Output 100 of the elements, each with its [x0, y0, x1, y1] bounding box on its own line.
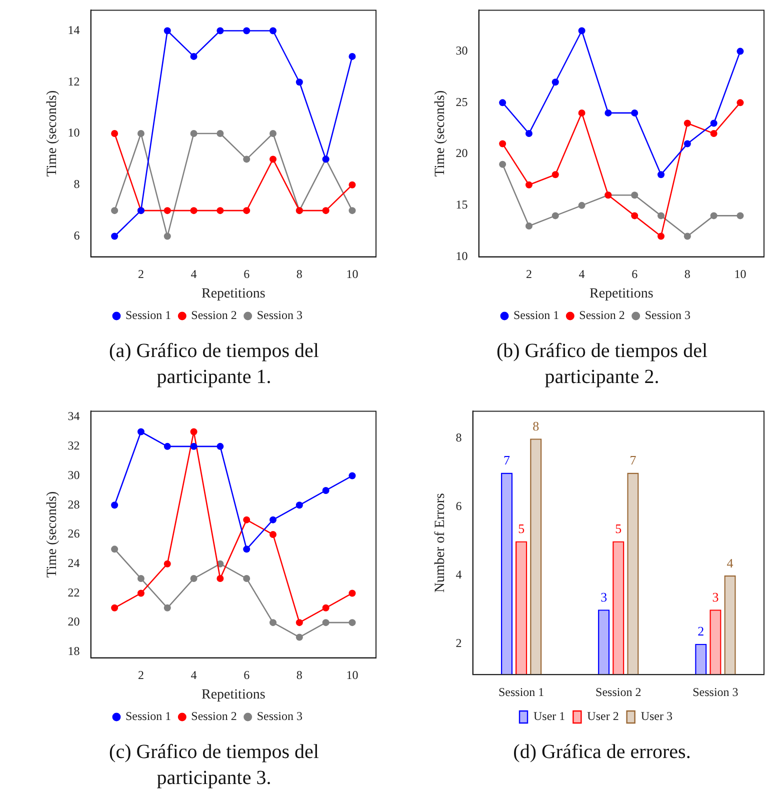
point	[111, 604, 118, 612]
legend-label: Session 3	[256, 308, 303, 322]
data-label: 2	[698, 624, 704, 639]
y-tick-label: 18	[68, 644, 80, 658]
point	[631, 212, 638, 220]
point	[164, 560, 171, 568]
x-tick-label: 10	[346, 267, 358, 282]
point	[190, 130, 198, 137]
point	[111, 207, 118, 214]
point	[736, 212, 744, 220]
point	[499, 99, 506, 106]
point	[137, 590, 144, 597]
point	[658, 171, 665, 178]
point	[578, 109, 586, 116]
x-axis-title: Repetitions	[202, 286, 266, 302]
point	[243, 516, 250, 524]
point	[190, 428, 198, 436]
y-tick-label: 6	[74, 228, 80, 242]
legend-label: Session 2	[191, 709, 237, 724]
data-label: 4	[726, 555, 734, 570]
point	[296, 634, 303, 641]
point	[322, 486, 330, 494]
point	[631, 109, 638, 116]
point	[658, 212, 665, 220]
y-tick-label: 6	[456, 499, 462, 514]
point	[322, 207, 330, 214]
x-tick-label: 8	[296, 267, 302, 282]
y-tick-label: 26	[68, 526, 80, 541]
point	[243, 575, 250, 582]
y-tick-label: 20	[456, 146, 468, 160]
point	[216, 575, 224, 582]
point	[552, 78, 559, 86]
point	[164, 604, 171, 612]
legend-label: Session 1	[125, 308, 172, 322]
point	[137, 575, 144, 582]
point	[684, 232, 691, 240]
y-tick-label: 25	[456, 94, 468, 109]
data-label: 3	[712, 590, 719, 605]
x-tick-label: Session 3	[692, 684, 738, 699]
y-axis-title: Time (seconds)	[433, 90, 448, 177]
point	[164, 207, 171, 214]
point	[243, 156, 250, 163]
x-tick-label: 4	[190, 267, 197, 282]
point	[710, 212, 718, 220]
x-tick-label: 2	[138, 267, 144, 282]
point	[525, 181, 532, 188]
data-label: 7	[504, 452, 511, 468]
point	[190, 52, 198, 60]
legend-label: User 1	[534, 709, 566, 724]
y-tick-label: 4	[456, 568, 462, 582]
y-tick-label: 34	[68, 409, 80, 424]
y-tick-label: 32	[68, 438, 80, 453]
point	[111, 546, 118, 553]
point	[296, 78, 303, 86]
y-tick-label: 20	[68, 614, 80, 629]
legend-label: Session 1	[513, 308, 560, 322]
point	[684, 140, 691, 148]
point	[525, 130, 532, 137]
x-tick-label: 6	[244, 668, 250, 682]
x-tick-label: 6	[632, 267, 638, 282]
x-axis-title: Repetitions	[590, 286, 654, 302]
x-tick-label: 4	[190, 668, 197, 682]
legend-label: Session 2	[191, 308, 237, 322]
point	[190, 575, 198, 582]
y-tick-label: 14	[68, 22, 80, 37]
point	[710, 130, 718, 137]
point	[164, 27, 171, 34]
point	[631, 192, 638, 199]
point	[216, 27, 224, 34]
legend-label: Session 1	[125, 709, 172, 724]
point	[684, 120, 691, 127]
point	[111, 232, 118, 240]
point	[216, 207, 224, 214]
point	[190, 442, 198, 450]
point	[499, 160, 506, 168]
y-tick-label: 30	[456, 43, 468, 58]
data-label: 3	[600, 590, 608, 605]
point	[296, 619, 303, 626]
x-tick-label: 10	[346, 668, 358, 682]
x-tick-label: 4	[578, 267, 585, 282]
y-axis-title: Time (seconds)	[45, 491, 60, 578]
point	[525, 222, 532, 230]
x-tick-label: 6	[244, 267, 250, 282]
point	[164, 232, 171, 240]
x-axis-title: Repetitions	[202, 687, 266, 702]
point	[111, 502, 118, 509]
point	[552, 171, 559, 178]
point	[137, 428, 144, 436]
y-tick-label: 30	[68, 468, 80, 482]
point	[216, 442, 224, 450]
y-tick-label: 24	[68, 556, 80, 570]
y-tick-label: 8	[74, 177, 80, 192]
data-label: 5	[615, 521, 622, 536]
point	[348, 472, 356, 480]
point	[499, 140, 506, 148]
point	[270, 531, 277, 538]
x-tick-label: 2	[138, 668, 144, 682]
point	[710, 120, 718, 127]
point	[243, 546, 250, 553]
x-tick-label: Session 2	[596, 684, 642, 699]
